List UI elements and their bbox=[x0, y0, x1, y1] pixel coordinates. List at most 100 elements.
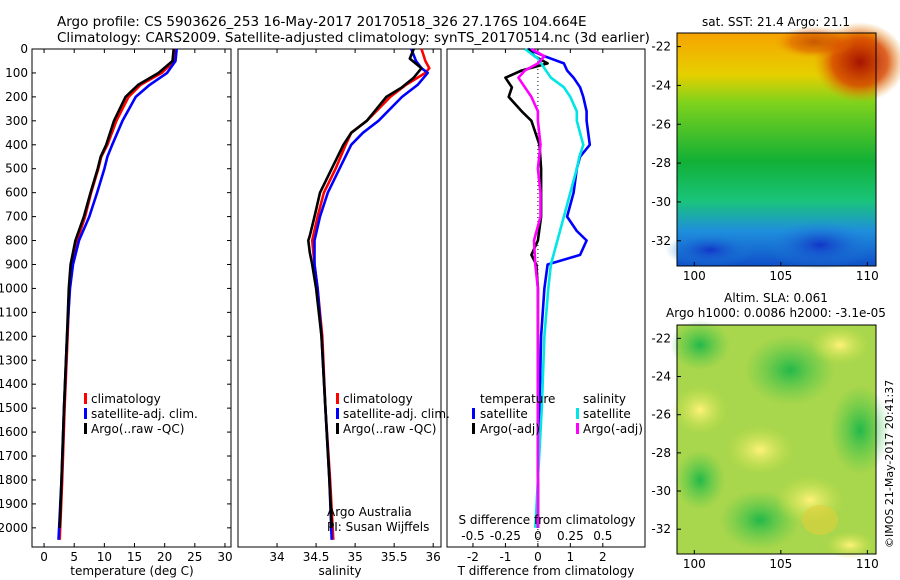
x-tick-label: 0 bbox=[534, 550, 542, 564]
y-tick-label: 500 bbox=[5, 162, 28, 176]
legend-label-climatology: climatology bbox=[91, 392, 161, 406]
salinity-series bbox=[306, 48, 431, 540]
y-tick-label: 1900 bbox=[0, 497, 28, 511]
map-y-tick-label: -26 bbox=[651, 117, 671, 131]
x-tick-label: 10 bbox=[97, 550, 112, 564]
s-tick-label: 0 bbox=[534, 529, 542, 543]
series-line-salinity-satellite bbox=[524, 47, 585, 528]
difference-series bbox=[504, 47, 592, 528]
x-tick-label: 5 bbox=[70, 550, 78, 564]
salinity-panel: 34 34.5 35 35.5 36 salinity climatology sate… bbox=[237, 48, 450, 578]
x-tick-label: -1 bbox=[499, 550, 511, 564]
sst-map-axes: 100 105 110 -22 -24 -26 -28 -30 -32 bbox=[651, 40, 878, 283]
s-difference-x-axis: -0.5 -0.25 0 0.25 0.5 bbox=[461, 529, 612, 543]
legend-label-climatology: climatology bbox=[343, 392, 413, 406]
y-tick-label: 1800 bbox=[0, 473, 28, 487]
x-tick-label: -2 bbox=[467, 550, 479, 564]
sla-high-patch bbox=[672, 385, 728, 435]
x-tick-label: 35 bbox=[347, 550, 362, 564]
t-difference-x-axis: -2 -1 0 1 2 bbox=[467, 49, 607, 564]
map-y-tick-label: -32 bbox=[651, 234, 671, 248]
x-tick-label: 25 bbox=[187, 550, 202, 564]
sla-low-patch bbox=[675, 450, 725, 510]
legend-title-salinity: salinity bbox=[583, 392, 626, 406]
s-tick-label: 0.25 bbox=[557, 529, 584, 543]
sla-map-title: Altim. SLA: 0.061 bbox=[724, 291, 828, 305]
s-tick-label: 0.5 bbox=[593, 529, 612, 543]
y-tick-label: 300 bbox=[5, 114, 28, 128]
y-tick-label: 0 bbox=[20, 42, 28, 56]
series-line-satellite-adj-clim- bbox=[57, 48, 178, 540]
temperature-panel: 0100200300400500600700800900100011001200… bbox=[0, 42, 233, 578]
legend-swatch-satellite bbox=[336, 408, 339, 419]
sla-map-axes: 100 105 110 -22 -24 -26 -28 -30 -32 bbox=[651, 331, 878, 571]
map-y-tick-label: -22 bbox=[651, 331, 671, 345]
series-line-climatology bbox=[58, 48, 177, 540]
legend-label-s-argo: Argo(-adj) bbox=[583, 422, 643, 436]
y-tick-label: 800 bbox=[5, 234, 28, 248]
s-difference-xlabel: S difference from climatology bbox=[459, 513, 636, 527]
y-tick-label: 1400 bbox=[0, 377, 28, 391]
x-tick-label: 20 bbox=[157, 550, 172, 564]
salinity-legend: climatology satellite-adj. clim. Argo(..… bbox=[336, 392, 450, 436]
x-tick-label: 0 bbox=[40, 550, 48, 564]
series-line-satellite-adj-clim- bbox=[313, 48, 430, 540]
y-tick-label: 1500 bbox=[0, 401, 28, 415]
map-y-tick-label: -22 bbox=[651, 40, 671, 54]
x-tick-label: 30 bbox=[217, 550, 232, 564]
legend-swatch-argo bbox=[84, 423, 87, 434]
temperature-axes-box bbox=[31, 48, 232, 548]
sla-high-patch bbox=[825, 531, 875, 559]
map-x-tick-label: 100 bbox=[683, 557, 706, 571]
legend-label-satellite: satellite-adj. clim. bbox=[91, 407, 198, 421]
legend-label-argo: Argo(..raw -QC) bbox=[343, 422, 436, 436]
series-line-temperature-argo-adj- bbox=[504, 48, 549, 528]
difference-panel: -2 -1 0 1 2 -0.5 -0.25 0 0.25 0.5 S difference f… bbox=[446, 47, 646, 578]
y-tick-label: 200 bbox=[5, 90, 28, 104]
legend-swatch-argo bbox=[336, 423, 339, 434]
legend-label-argo: Argo(..raw -QC) bbox=[91, 422, 184, 436]
x-tick-label: 34 bbox=[269, 550, 284, 564]
sla-high-core bbox=[802, 505, 838, 535]
legend-label-t-satellite: satellite bbox=[480, 407, 528, 421]
legend-swatch-t-argo bbox=[472, 423, 475, 434]
sst-map-title: sat. SST: 21.4 Argo: 21.1 bbox=[702, 15, 850, 29]
series-line-argo-raw-qc- bbox=[306, 48, 423, 528]
sst-cool-patch bbox=[665, 232, 755, 268]
legend-title-temperature: temperature bbox=[480, 392, 555, 406]
s-tick-label: -0.5 bbox=[461, 529, 484, 543]
credit-pi: PI: Susan Wijffels bbox=[327, 520, 429, 534]
y-tick-label: 900 bbox=[5, 257, 28, 271]
legend-label-satellite: satellite-adj. clim. bbox=[343, 407, 450, 421]
y-tick-label: 700 bbox=[5, 210, 28, 224]
legend-swatch-s-argo bbox=[576, 423, 579, 434]
map-x-tick-label: 110 bbox=[856, 269, 879, 283]
sst-map-panel: sat. SST: 21.4 Argo: 21.1 100 105 110 -22 -2… bbox=[651, 15, 900, 283]
sla-map-frame bbox=[676, 324, 877, 555]
legend-swatch-climatology bbox=[336, 393, 339, 404]
depth-axis: 0 100 200 300 400 500 600 700 800 900 1000 1100 1200… bbox=[0, 42, 231, 535]
x-tick-label: 2 bbox=[599, 550, 607, 564]
map-y-tick-label: -32 bbox=[651, 522, 671, 536]
figure-title-line2: Climatology: CARS2009. Satellite-adjuste… bbox=[57, 30, 650, 46]
series-line-argo-raw-qc- bbox=[58, 48, 175, 528]
map-x-tick-label: 105 bbox=[769, 269, 792, 283]
x-tick-label: 15 bbox=[127, 550, 142, 564]
credit-argo-australia: Argo Australia bbox=[327, 505, 412, 519]
map-x-tick-label: 100 bbox=[683, 269, 706, 283]
map-y-tick-label: -28 bbox=[651, 156, 671, 170]
map-y-tick-label: -30 bbox=[651, 195, 671, 209]
temperature-series bbox=[57, 48, 178, 540]
map-y-tick-label: -28 bbox=[651, 446, 671, 460]
legend-swatch-climatology bbox=[84, 393, 87, 404]
y-tick-label: 600 bbox=[5, 186, 28, 200]
legend-swatch-satellite bbox=[84, 408, 87, 419]
sla-map-panel: Altim. SLA: 0.061 Argo h1000: 0.0086 h20… bbox=[651, 291, 890, 571]
series-line-salinity-argo-adj- bbox=[517, 47, 546, 528]
sla-low-patch bbox=[830, 385, 890, 475]
temperature-x-axis: 0 5 10 15 20 25 30 bbox=[40, 49, 233, 564]
map-y-tick-label: -30 bbox=[651, 484, 671, 498]
x-tick-label: 36 bbox=[426, 550, 441, 564]
y-tick-label: 1200 bbox=[0, 329, 28, 343]
